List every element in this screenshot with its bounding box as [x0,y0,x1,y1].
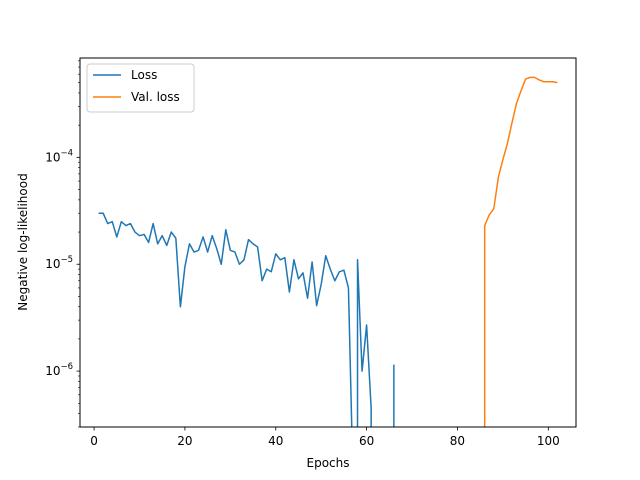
legend-label: Val. loss [131,90,180,104]
legend-box [86,63,195,113]
y-tick-label: 10−6 [45,362,73,378]
plot-frame [79,57,577,428]
legend-label: Loss [131,68,157,82]
x-axis-label: Epochs [307,456,350,470]
y-axis: 10−6 10−5 10−4 [45,60,80,428]
series-line-0-segment-0 [98,212,353,427]
x-tick-label: 0 [90,434,98,448]
x-tick-label: 20 [177,434,192,448]
x-axis: 0 20 40 60 80 100 [90,427,560,448]
legend: Loss Val. loss [86,63,195,113]
y-tick-label: 10−4 [45,148,73,164]
x-tick-label: 60 [359,434,374,448]
series-line-1-segment-0 [483,76,558,427]
y-axis-label: Negative log-likelihood [16,173,30,310]
series-layer [98,76,558,427]
x-tick-label: 40 [268,434,283,448]
series-line-0-segment-1 [356,259,372,427]
y-tick-label: 10−5 [45,255,73,271]
x-tick-label: 80 [450,434,465,448]
x-tick-label: 100 [537,434,560,448]
